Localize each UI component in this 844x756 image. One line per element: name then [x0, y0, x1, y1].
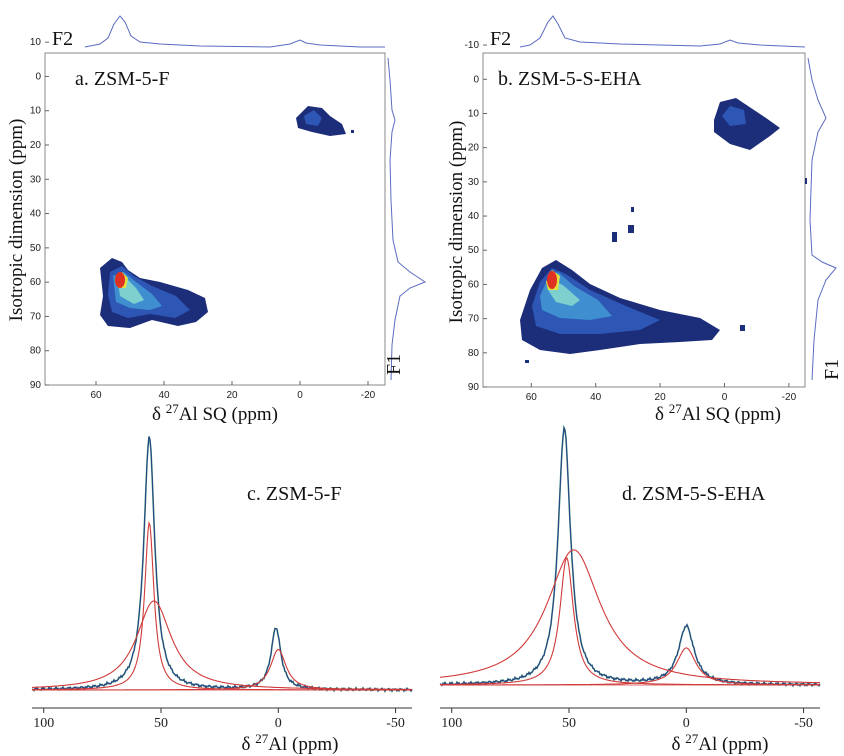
y-tick-label: 60	[468, 279, 480, 290]
panel-a-x-ticks: 60 40 20 0 -20	[90, 381, 376, 401]
y-tick-label: 60	[30, 277, 42, 288]
panel-a-y-ticks: 10 0 10 20 30 40 50 60 70 80 90	[30, 37, 49, 391]
panel-b: F2 b. ZSM-5-S-EHA Isotropic dimension (p…	[446, 15, 843, 425]
panel-b-ylabel: Isotropic dimension (ppm)	[446, 121, 467, 324]
panel-b-f2-label: F2	[490, 28, 511, 50]
panel-a-f2-projection	[84, 15, 385, 48]
panel-c-curves	[31, 436, 413, 693]
y-tick-label: 40	[30, 209, 42, 220]
y-tick-label: 10	[468, 108, 480, 119]
fit-curve	[439, 424, 821, 688]
y-tick-label: 10	[30, 37, 42, 48]
x-tick-label: -50	[794, 716, 813, 731]
y-tick-label: 70	[30, 311, 42, 322]
y-tick-label: 40	[468, 211, 480, 222]
panel-d: d. ZSM-5-S-EHA 100 50 0 -50 δ 27Al (ppm)	[439, 424, 821, 755]
panel-b-f1-label: F1	[821, 359, 843, 380]
y-tick-label: 70	[468, 314, 480, 325]
panel-b-f2-projection	[519, 15, 806, 48]
panel-b-x-ticks: 60 40 20 0 -20	[526, 383, 797, 403]
x-tick-label: 60	[90, 390, 102, 401]
spectrum-curve	[31, 436, 413, 693]
x-tick-label: 0	[722, 392, 728, 403]
x-tick-label: 100	[441, 716, 462, 731]
spectrum-curve	[439, 426, 821, 687]
y-tick-label: 80	[468, 348, 480, 359]
component-curve	[439, 549, 820, 684]
x-tick-label: 50	[154, 716, 168, 731]
y-tick-label: 50	[468, 245, 480, 256]
y-tick-label: -10	[465, 40, 480, 51]
x-tick-label: 40	[158, 390, 170, 401]
y-tick-label: 30	[30, 174, 42, 185]
y-tick-label: 90	[30, 380, 42, 391]
panel-c-label: c. ZSM-5-F	[247, 483, 341, 505]
panel-c: c. ZSM-5-F 100 50 0 -50 δ 27Al (ppm)	[31, 436, 413, 755]
panel-a-ylabel: Isotropic dimension (ppm)	[6, 119, 27, 322]
panel-b-f1-projection	[807, 57, 837, 381]
panel-b-contour-peak-55	[520, 207, 745, 363]
panel-a-xlabel: δ 27Al SQ (ppm)	[152, 401, 278, 425]
component-curve	[32, 520, 412, 691]
x-tick-label: 20	[655, 392, 667, 403]
panel-d-x-ticks: 100 50 0 -50	[441, 708, 813, 731]
x-tick-label: 40	[590, 392, 602, 403]
panel-b-label: b. ZSM-5-S-EHA	[498, 68, 642, 90]
panel-d-curves	[439, 424, 821, 688]
y-tick-label: 0	[35, 71, 41, 82]
panel-b-xlabel: δ 27Al SQ (ppm)	[655, 401, 781, 425]
x-tick-label: 0	[275, 716, 282, 731]
panel-d-label: d. ZSM-5-S-EHA	[622, 483, 766, 505]
panel-a: F2 a. ZSM-5-F Isotropic dimension (ppm) …	[6, 15, 427, 425]
x-tick-label: 50	[562, 716, 576, 731]
panel-d-xlabel: δ 27Al (ppm)	[672, 731, 769, 755]
x-tick-label: 60	[526, 392, 538, 403]
panel-a-f1-label: F1	[383, 354, 405, 375]
panel-b-y-ticks: -10 0 10 20 30 40 50 60 70 80 90	[465, 40, 487, 393]
x-tick-label: 100	[33, 716, 54, 731]
panel-a-frame	[44, 52, 386, 386]
panel-a-contour-peak-55	[100, 258, 208, 328]
x-tick-label: -20	[782, 392, 797, 403]
y-tick-label: 90	[468, 382, 480, 393]
panel-c-xlabel: δ 27Al (ppm)	[242, 731, 339, 755]
component-curve	[440, 557, 820, 686]
panel-a-contour-peak-0	[296, 106, 354, 136]
y-tick-label: 0	[473, 74, 479, 85]
y-tick-label: 20	[468, 143, 480, 154]
y-tick-label: 20	[30, 140, 42, 151]
component-curve	[32, 648, 412, 691]
panel-c-x-ticks: 100 50 0 -50	[33, 708, 405, 731]
y-tick-label: 80	[30, 346, 42, 357]
component-curve	[440, 647, 820, 686]
panel-b-contour-peak-0	[714, 98, 807, 184]
y-tick-label: 10	[30, 106, 42, 117]
x-tick-label: 0	[297, 390, 303, 401]
fit-curve	[31, 436, 413, 693]
x-tick-label: 0	[683, 716, 690, 731]
x-tick-label: -50	[386, 716, 405, 731]
y-tick-label: 30	[468, 177, 480, 188]
x-tick-label: -20	[361, 390, 376, 401]
panel-a-f2-label: F2	[52, 28, 73, 50]
x-tick-label: 20	[226, 390, 238, 401]
panel-a-label: a. ZSM-5-F	[75, 68, 169, 90]
panel-a-f1-projection	[387, 57, 427, 381]
y-tick-label: 50	[30, 243, 42, 254]
component-curve	[32, 600, 412, 690]
